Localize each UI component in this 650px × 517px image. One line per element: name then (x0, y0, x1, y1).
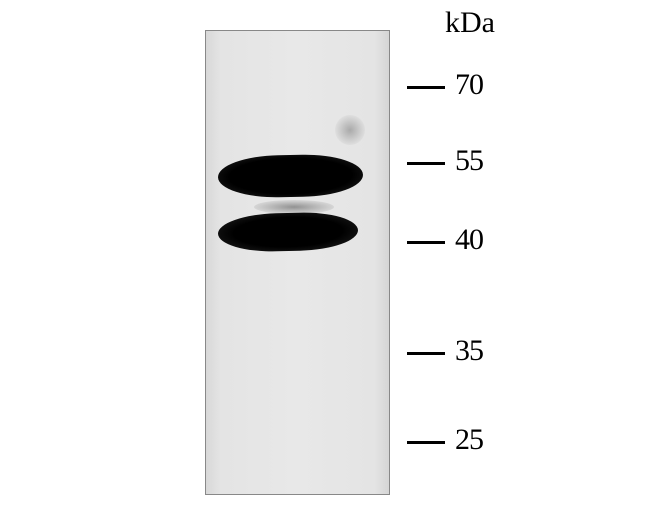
marker-label-40: 40 (455, 223, 483, 257)
marker-tick-25 (407, 441, 445, 444)
blot-figure: kDa 70 55 40 35 25 (0, 0, 650, 517)
blot-lane (205, 30, 390, 495)
marker-label-70: 70 (455, 68, 483, 102)
unit-label: kDa (445, 6, 495, 40)
marker-tick-35 (407, 352, 445, 355)
marker-label-55: 55 (455, 144, 483, 178)
blot-smudge (335, 115, 365, 145)
marker-tick-40 (407, 241, 445, 244)
marker-label-35: 35 (455, 334, 483, 368)
marker-tick-55 (407, 162, 445, 165)
marker-label-25: 25 (455, 423, 483, 457)
marker-tick-70 (407, 86, 445, 89)
